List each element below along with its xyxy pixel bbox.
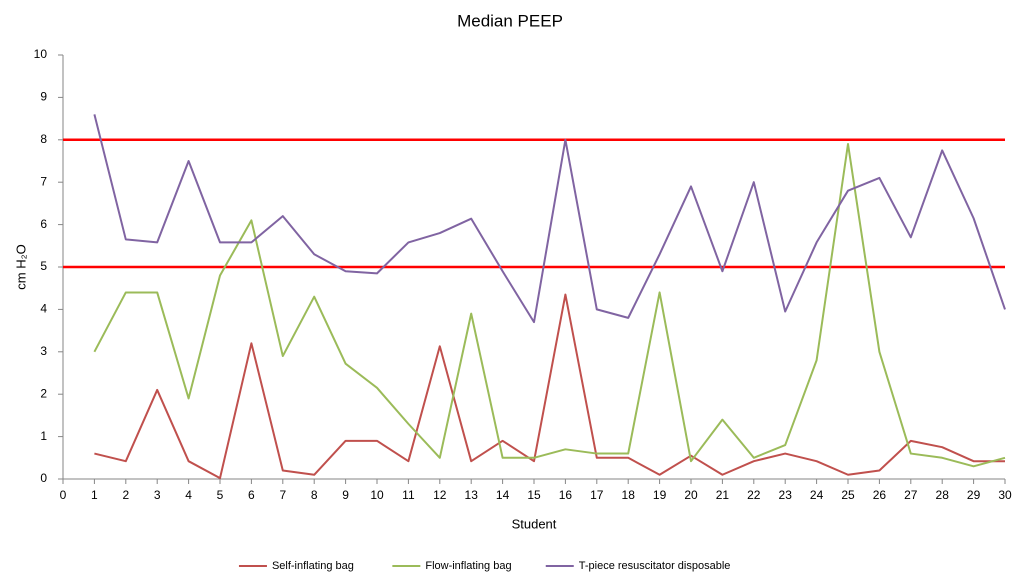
y-tick-label: 8	[40, 132, 47, 146]
series-line	[93, 114, 1006, 324]
x-tick-label: 16	[559, 488, 573, 502]
y-tick-label: 1	[40, 429, 47, 443]
x-tick-label: 15	[527, 488, 541, 502]
y-tick-label: 7	[40, 174, 47, 188]
x-tick-label: 26	[873, 488, 887, 502]
x-tick-label: 28	[936, 488, 950, 502]
x-tick-label: 25	[841, 488, 855, 502]
x-tick-label: 6	[248, 488, 255, 502]
x-tick-label: 19	[653, 488, 667, 502]
y-axis-label: cm H₂O	[13, 244, 28, 290]
x-tick-label: 29	[967, 488, 981, 502]
y-tick-label: 0	[40, 471, 47, 485]
x-tick-label: 12	[433, 488, 447, 502]
series-line	[93, 143, 1006, 468]
x-tick-label: 13	[465, 488, 479, 502]
y-tick-label: 2	[40, 386, 47, 400]
x-tick-label: 3	[154, 488, 161, 502]
x-tick-label: 9	[342, 488, 349, 502]
x-tick-label: 5	[217, 488, 224, 502]
series-line	[94, 293, 1005, 480]
x-tick-label: 11	[402, 488, 415, 502]
x-tick-label: 8	[311, 488, 318, 502]
x-tick-label: 20	[684, 488, 698, 502]
x-tick-label: 23	[779, 488, 793, 502]
x-tick-label: 14	[496, 488, 510, 502]
x-tick-label: 10	[370, 488, 384, 502]
x-tick-label: 2	[122, 488, 129, 502]
y-tick-label: 6	[40, 217, 47, 231]
x-tick-label: 27	[904, 488, 918, 502]
x-tick-label: 30	[998, 488, 1012, 502]
y-tick-label: 3	[40, 344, 47, 358]
x-tick-label: 4	[185, 488, 192, 502]
y-tick-label: 9	[40, 90, 47, 104]
x-tick-label: 7	[279, 488, 286, 502]
legend-label: Flow-inflating bag	[425, 560, 511, 572]
x-tick-label: 18	[622, 488, 636, 502]
x-tick-label: 24	[810, 488, 824, 502]
x-tick-label: 21	[716, 488, 730, 502]
x-axis-label: Student	[512, 516, 557, 531]
y-tick-label: 4	[40, 302, 47, 316]
legend-label: Self-inflating bag	[272, 560, 354, 572]
y-tick-label: 5	[40, 259, 47, 273]
y-tick-label: 10	[34, 47, 48, 61]
chart-title: Median PEEP	[457, 11, 563, 30]
x-tick-label: 17	[590, 488, 604, 502]
x-tick-label: 22	[747, 488, 761, 502]
x-tick-label: 1	[91, 488, 98, 502]
legend-label: T-piece resuscitator disposable	[579, 560, 731, 572]
x-tick-label: 0	[60, 488, 67, 502]
